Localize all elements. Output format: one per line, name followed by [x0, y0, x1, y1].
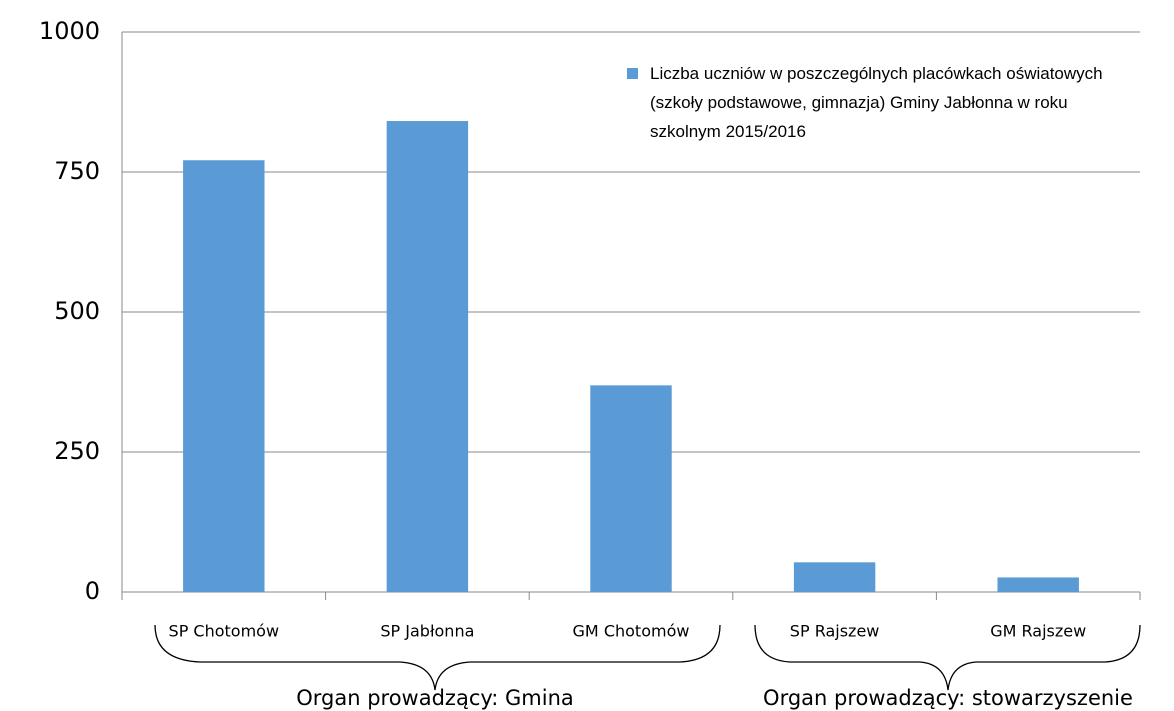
bar — [386, 121, 469, 592]
legend-key — [627, 68, 638, 79]
x-tick-label: SP Rajszew — [790, 622, 880, 641]
y-tick-label: 750 — [54, 157, 100, 185]
bar — [997, 577, 1079, 592]
y-tick-label: 500 — [54, 297, 100, 325]
group-label: Organ prowadzący: Gmina — [296, 686, 574, 710]
bar — [183, 160, 265, 593]
group-label: Organ prowadzący: stowarzyszenie — [763, 686, 1133, 710]
group-brace — [154, 624, 721, 691]
bar — [793, 562, 876, 592]
x-tick-label: SP Jabłonna — [380, 622, 474, 641]
y-tick-label: 250 — [54, 437, 100, 465]
y-tick-label: 0 — [85, 577, 100, 605]
y-tick-label: 1000 — [39, 17, 100, 45]
legend: Liczba uczniów w poszczególnych placówka… — [627, 59, 1120, 146]
x-tick-label: SP Chotomów — [169, 622, 280, 641]
x-tick-label: GM Rajszew — [990, 622, 1086, 641]
x-tick-label: GM Chotomów — [573, 622, 690, 641]
group-brace — [754, 624, 1141, 691]
bar — [590, 385, 672, 592]
legend-label: Liczba uczniów w poszczególnych placówka… — [650, 64, 1103, 141]
